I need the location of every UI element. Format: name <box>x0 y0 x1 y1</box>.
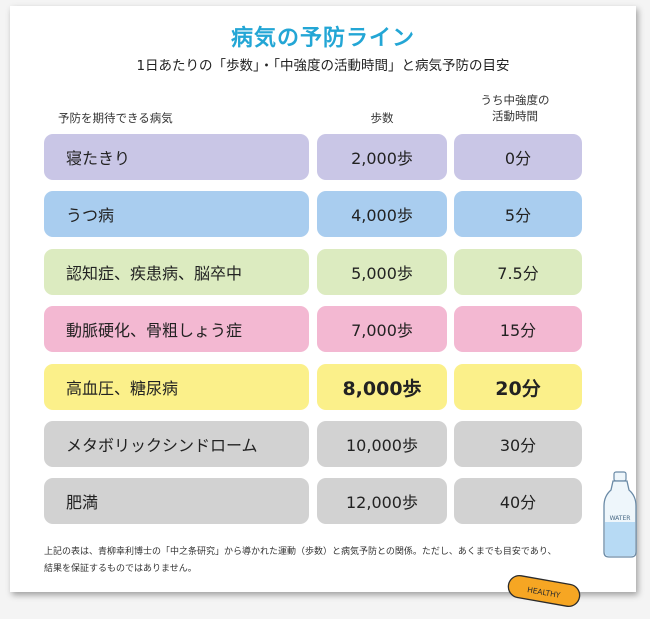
column-header-moderate-line2: 活動時間 <box>492 109 538 123</box>
healthy-badge-icon: HEALTHY <box>507 575 581 607</box>
disease-cell: 認知症、疾患病、脳卒中 <box>44 249 309 295</box>
moderate-time-cell: 30分 <box>454 421 582 467</box>
column-header-disease: 予防を期待できる病気 <box>58 111 173 125</box>
bottle-label: WATER <box>610 515 631 522</box>
footnote-line2: 結果を保証するものではありません。 <box>44 564 197 574</box>
moderate-time-cell: 5分 <box>454 191 582 237</box>
table-row: 認知症、疾患病、脳卒中 5,000歩 7.5分 <box>44 249 582 295</box>
moderate-time-cell: 20分 <box>454 364 582 410</box>
steps-cell: 5,000歩 <box>317 249 447 295</box>
page-subtitle: 1日あたりの「歩数」・「中強度の活動時間」と病気予防の目安 <box>136 58 510 74</box>
steps-cell: 7,000歩 <box>317 306 447 352</box>
moderate-time-cell: 7.5分 <box>454 249 582 295</box>
footnote: 上記の表は、青柳幸利博士の「中之条研究」から導かれた運動（歩数）と病気予防との関… <box>44 544 604 578</box>
moderate-time-cell: 40分 <box>454 478 582 524</box>
table-row-highlight: 高血圧、糖尿病 8,000歩 20分 <box>44 364 582 410</box>
disease-cell: 動脈硬化、骨粗しょう症 <box>44 306 309 352</box>
column-header-moderate-line1: うち中強度の <box>480 93 550 107</box>
moderate-time-cell: 0分 <box>454 134 582 180</box>
table-row: 動脈硬化、骨粗しょう症 7,000歩 15分 <box>44 306 582 352</box>
disease-cell: 高血圧、糖尿病 <box>44 364 309 410</box>
column-header-moderate: うち中強度の 活動時間 <box>450 92 580 124</box>
moderate-time-cell: 15分 <box>454 306 582 352</box>
steps-cell: 2,000歩 <box>317 134 447 180</box>
steps-cell: 10,000歩 <box>317 421 447 467</box>
table-row: メタボリックシンドローム 10,000歩 30分 <box>44 421 582 467</box>
disease-cell: 寝たきり <box>44 134 309 180</box>
disease-cell: うつ病 <box>44 191 309 237</box>
steps-cell: 4,000歩 <box>317 191 447 237</box>
steps-cell: 8,000歩 <box>317 364 447 410</box>
table-row: 肥満 12,000歩 40分 <box>44 478 582 524</box>
column-header-steps: 歩数 <box>370 111 394 125</box>
footnote-line1: 上記の表は、青柳幸利博士の「中之条研究」から導かれた運動（歩数）と病気予防との関… <box>44 547 557 557</box>
table-row: 寝たきり 2,000歩 0分 <box>44 134 582 180</box>
steps-cell: 12,000歩 <box>317 478 447 524</box>
disease-cell: メタボリックシンドローム <box>44 421 309 467</box>
table-row: うつ病 4,000歩 5分 <box>44 191 582 237</box>
page-title: 病気の予防ライン <box>230 26 415 51</box>
water-bottle-icon: WATER <box>603 471 637 558</box>
disease-cell: 肥満 <box>44 478 309 524</box>
info-card: 病気の予防ライン 1日あたりの「歩数」・「中強度の活動時間」と病気予防の目安 予… <box>10 6 636 592</box>
